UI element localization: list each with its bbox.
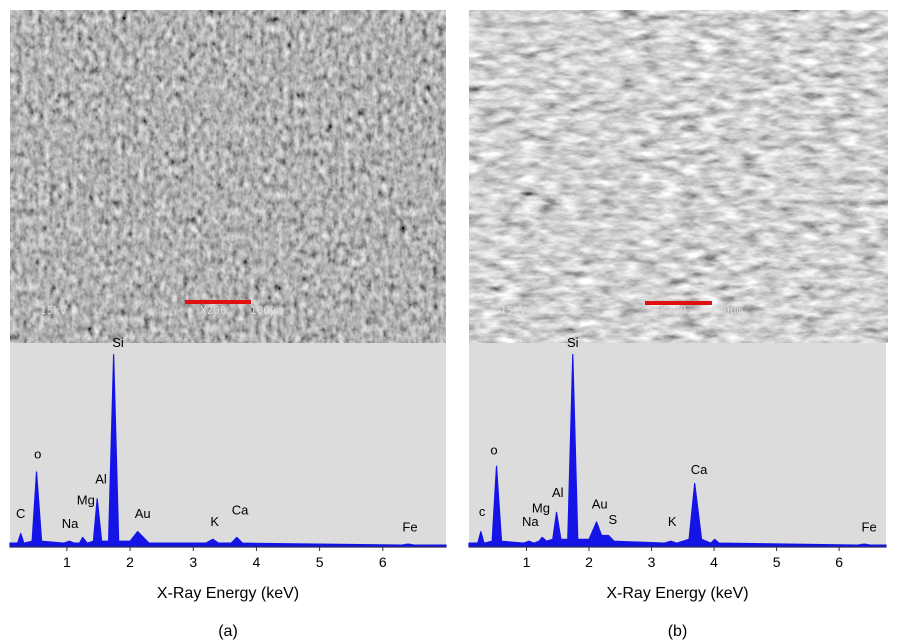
peak-label: Fe — [862, 520, 877, 535]
image-label: 100µm — [710, 304, 743, 317]
image-label: X200 — [660, 304, 687, 317]
sem-image — [469, 10, 888, 343]
peak-label: Au — [592, 497, 608, 512]
x-tick-label: 3 — [189, 554, 197, 570]
peak-label: Ca — [691, 462, 708, 477]
peak-label: C — [16, 506, 25, 521]
image-label: X200 — [200, 304, 227, 317]
peak-label: o — [34, 446, 41, 461]
x-tick-label: 2 — [585, 554, 593, 570]
peak-label: Fe — [402, 520, 417, 535]
peak-label: c — [479, 504, 486, 519]
x-tick-label: 4 — [710, 554, 718, 570]
peak-label: Si — [567, 335, 579, 350]
x-tick-label: 1 — [523, 554, 531, 570]
sem-image — [10, 10, 446, 343]
spectrum — [468, 353, 887, 548]
x-tick-label: 6 — [379, 554, 387, 570]
spectrum — [9, 353, 447, 548]
x-tick-label: 4 — [253, 554, 261, 570]
x-tick-label: 2 — [126, 554, 134, 570]
peak-label: Na — [522, 514, 539, 529]
x-axis-label: X-Ray Energy (keV) — [606, 585, 748, 602]
peak-label: Au — [135, 506, 151, 521]
x-tick-label: 3 — [648, 554, 656, 570]
caption: (a) — [218, 623, 238, 640]
x-tick-label: 5 — [316, 554, 324, 570]
image-label: 100µm — [250, 304, 283, 317]
plot-background — [10, 343, 446, 547]
x-tick-label: 5 — [773, 554, 781, 570]
image-label: 15kV — [40, 304, 67, 317]
peak-label: Ca — [232, 502, 249, 517]
peak-label: Mg — [77, 493, 95, 508]
peak-label: o — [490, 443, 497, 458]
peak-label: Mg — [532, 500, 550, 515]
image-label: 15kV — [500, 304, 527, 317]
peak-label: K — [210, 514, 219, 529]
peak-label: Al — [95, 471, 107, 486]
peak-label: S — [608, 512, 617, 527]
peak-label: Al — [552, 485, 564, 500]
peak-label: Si — [112, 335, 124, 350]
plot-background — [469, 343, 886, 547]
caption: (b) — [668, 623, 688, 640]
x-tick-label: 6 — [835, 554, 843, 570]
peak-label: K — [668, 514, 677, 529]
peak-label: Na — [62, 516, 79, 531]
x-tick-label: 1 — [63, 554, 71, 570]
x-axis-label: X-Ray Energy (keV) — [157, 585, 299, 602]
